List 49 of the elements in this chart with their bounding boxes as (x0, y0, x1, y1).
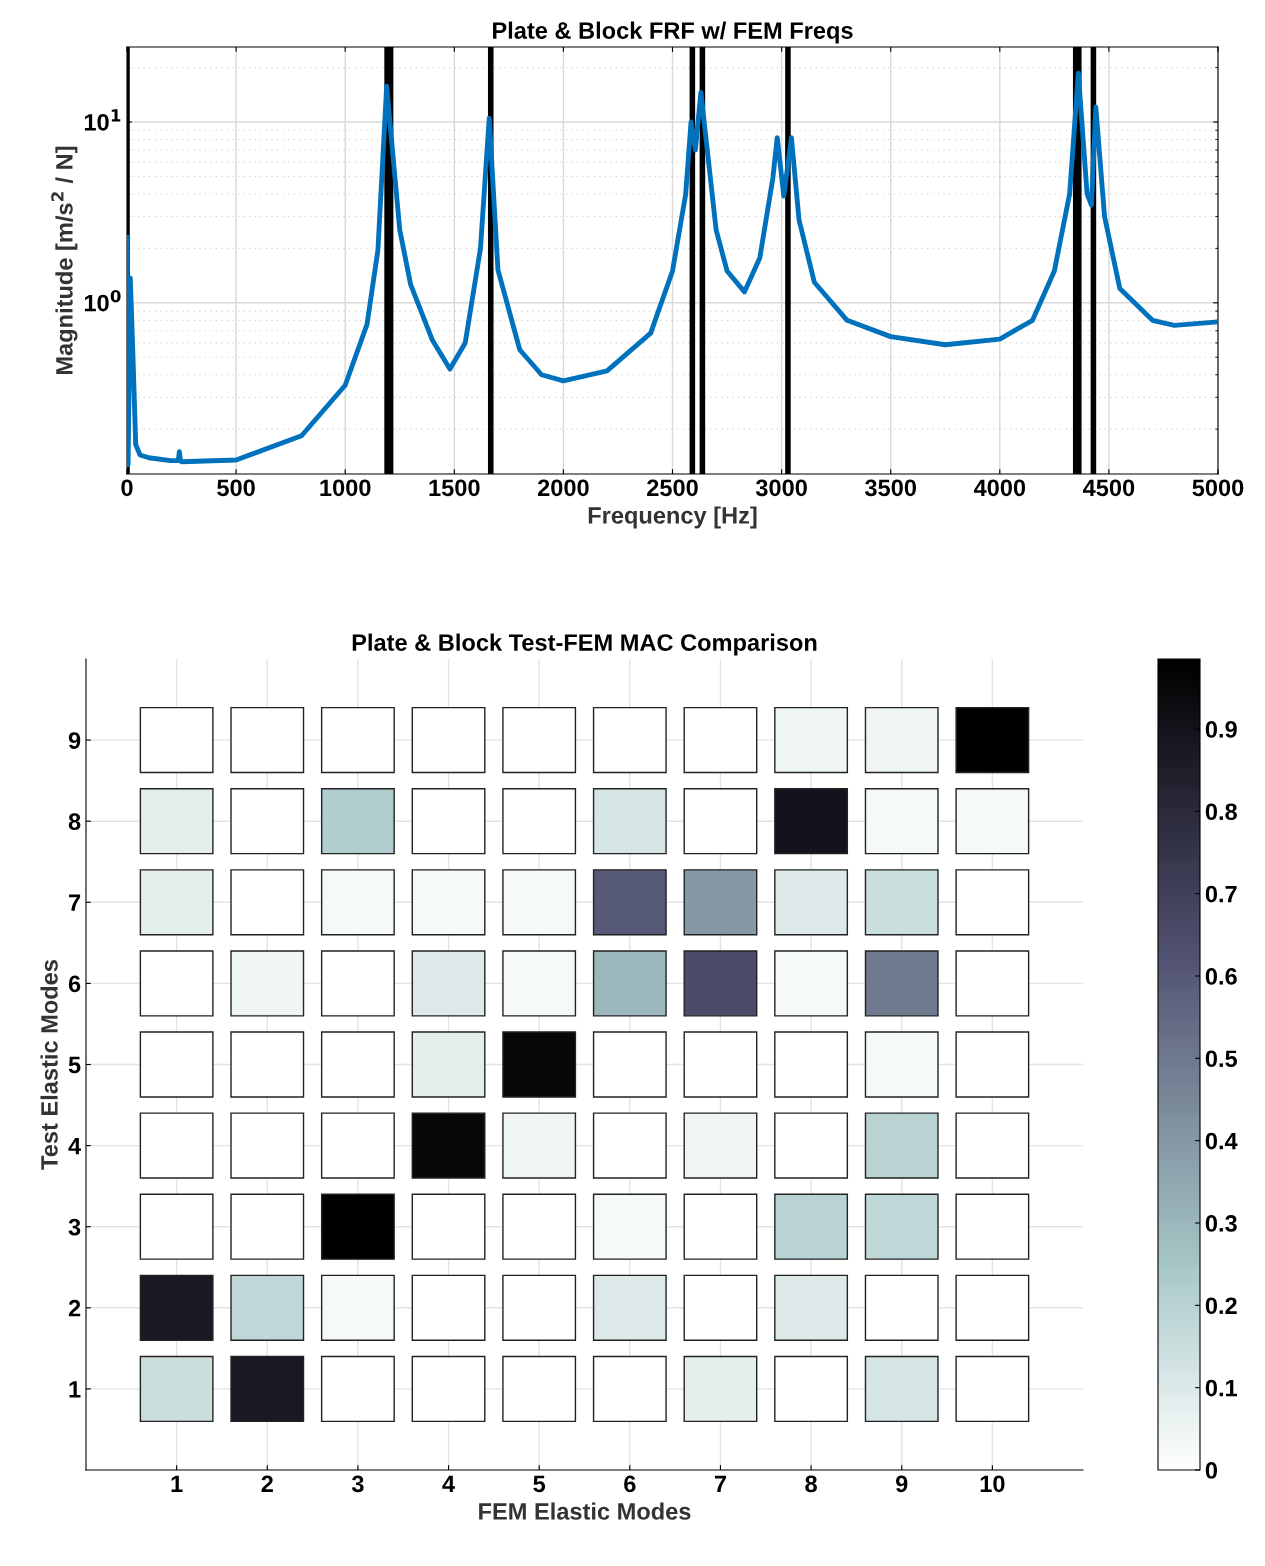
color-bar-label: 0.2 (1205, 1297, 1237, 1315)
color-bar-label: 0.7 (1205, 885, 1237, 903)
y-tick-label: 9 (68, 732, 81, 749)
color-bar-label: 0.6 (1205, 968, 1237, 985)
x-tick-label: 10 (980, 1475, 1005, 1493)
y-axis-title: Magnitude [m/s$^{2}$ / N] (51, 146, 78, 375)
x-tick-label: 3000 (755, 479, 807, 497)
y-tick-label: 10$^{0}$ (84, 289, 121, 312)
line-series (127, 70, 1218, 468)
x-tick-label: 0 (121, 479, 133, 497)
y-tick-label: 5 (68, 1056, 81, 1074)
x-tick-label: 1 (171, 1475, 183, 1492)
color-bar-label: 0.5 (1205, 1050, 1238, 1068)
x-tick-label: 500 (217, 479, 255, 497)
x-tick-label: 1000 (320, 479, 371, 497)
color-bar-label: 0 (1205, 1462, 1218, 1479)
y-tick-label: 3 (68, 1218, 81, 1236)
chart-title: Plate & Block FRF w/ FEM Freqs (493, 21, 853, 44)
y-tick-label: 1 (69, 1381, 81, 1398)
x-tick-label: 1500 (429, 479, 480, 497)
x-tick-label: 2500 (647, 479, 698, 497)
x-tick-label: 2 (261, 1475, 273, 1492)
x-tick-label: 5000 (1192, 479, 1244, 497)
color-bar-label: 0.8 (1205, 803, 1237, 821)
y-tick-label: 7 (69, 894, 81, 911)
x-tick-label: 6 (624, 1475, 636, 1493)
y-tick-label: 2 (68, 1299, 81, 1317)
y-axis-title: Test Elastic Modes (40, 960, 58, 1170)
x-tick-label: 8 (805, 1475, 817, 1493)
y-tick-label: 4 (68, 1137, 82, 1155)
x-axis-title: FEM Elastic Modes (479, 1502, 691, 1520)
x-tick-label: 3500 (864, 479, 916, 497)
x-tick-label: 3 (351, 1475, 364, 1493)
x-tick-label: 2000 (537, 479, 589, 497)
color-bar-label: 0.4 (1205, 1132, 1238, 1150)
x-tick-label: 4000 (973, 479, 1026, 497)
y-tick-label: 8 (68, 813, 81, 830)
x-tick-label: 4 (442, 1475, 455, 1492)
x-tick-label: 4500 (1083, 479, 1135, 497)
x-tick-label: 5 (533, 1475, 546, 1493)
x-tick-label: 9 (895, 1475, 908, 1493)
color-bar-label: 0.1 (1205, 1379, 1238, 1397)
x-tick-label: 7 (714, 1475, 726, 1492)
color-bar-label: 0.3 (1205, 1215, 1237, 1232)
x-axis-title: Frequency [Hz] (588, 506, 757, 529)
color-bar-label: 0.9 (1205, 721, 1237, 738)
y-tick-label: 6 (68, 975, 81, 993)
y-tick-label: 10$^{1}$ (84, 109, 121, 131)
chart-title: Plate & Block Test-FEM MAC Comparison (352, 633, 817, 656)
